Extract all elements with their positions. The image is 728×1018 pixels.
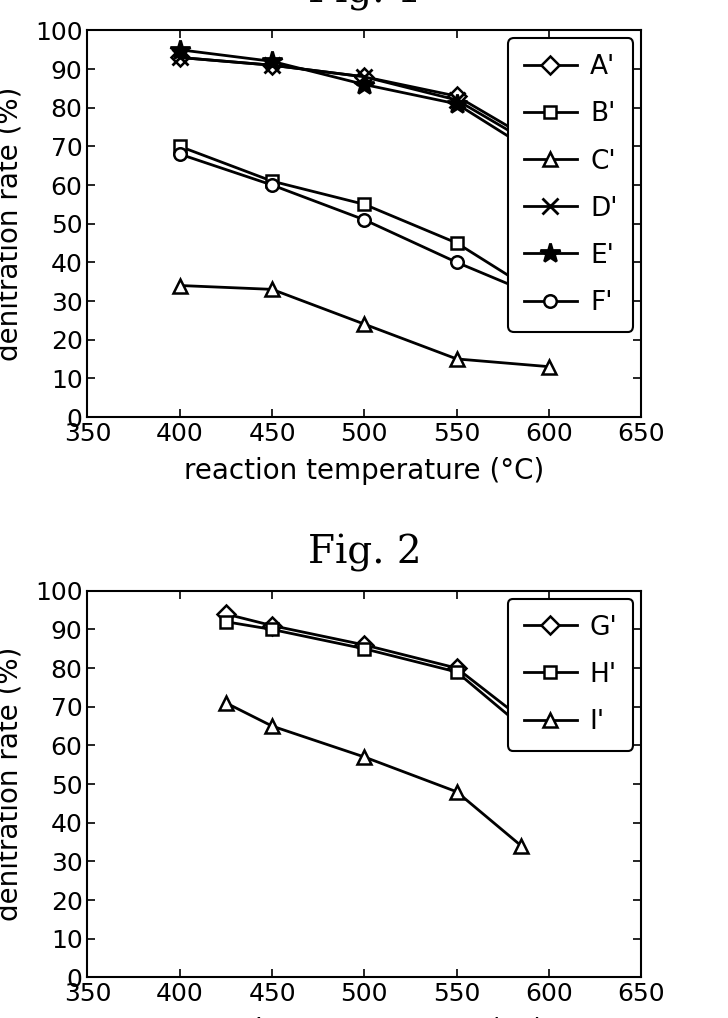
Line: C': C' [173,279,555,374]
Line: E': E' [169,40,559,172]
F' [544,295,553,307]
H' [516,720,525,732]
Line: D': D' [172,50,556,162]
A' [544,145,553,157]
A' [452,91,461,103]
G' [452,662,461,674]
E' [544,156,553,168]
H' [452,666,461,678]
Line: H': H' [219,616,527,732]
C' [544,360,553,373]
Line: I': I' [218,696,528,853]
A' [175,52,184,64]
D' [544,148,553,160]
F' [452,257,461,269]
Y-axis label: denitration rate (%): denitration rate (%) [0,646,24,921]
Line: B': B' [173,140,555,307]
Line: F': F' [173,148,555,307]
G' [516,713,525,725]
H' [360,642,368,655]
I' [516,840,525,852]
E' [175,44,184,56]
E' [452,98,461,110]
D' [267,59,276,71]
I' [221,696,230,709]
Line: A': A' [173,51,555,157]
C' [175,280,184,292]
G' [267,620,276,632]
C' [360,318,368,330]
D' [360,71,368,83]
F' [175,148,184,160]
F' [267,179,276,191]
D' [175,52,184,64]
I' [360,751,368,764]
D' [452,94,461,106]
I' [267,720,276,732]
Y-axis label: denitration rate (%): denitration rate (%) [0,87,24,361]
B' [267,175,276,187]
B' [544,295,553,307]
B' [360,199,368,211]
G' [221,608,230,620]
C' [452,353,461,365]
H' [267,623,276,635]
E' [360,78,368,91]
X-axis label: reaction temperature (°C): reaction temperature (°C) [184,457,544,485]
E' [267,55,276,67]
Title: Fig. 2: Fig. 2 [307,533,421,571]
B' [452,237,461,249]
A' [267,59,276,71]
G' [360,639,368,652]
Line: G': G' [219,608,527,725]
C' [267,283,276,295]
Title: Fig. 1: Fig. 1 [307,0,421,11]
Legend: G', H', I': G', H', I' [507,599,633,750]
H' [221,616,230,628]
B' [175,140,184,153]
F' [360,214,368,226]
Legend: A', B', C', D', E', F': A', B', C', D', E', F' [507,39,633,332]
A' [360,71,368,83]
I' [452,786,461,798]
